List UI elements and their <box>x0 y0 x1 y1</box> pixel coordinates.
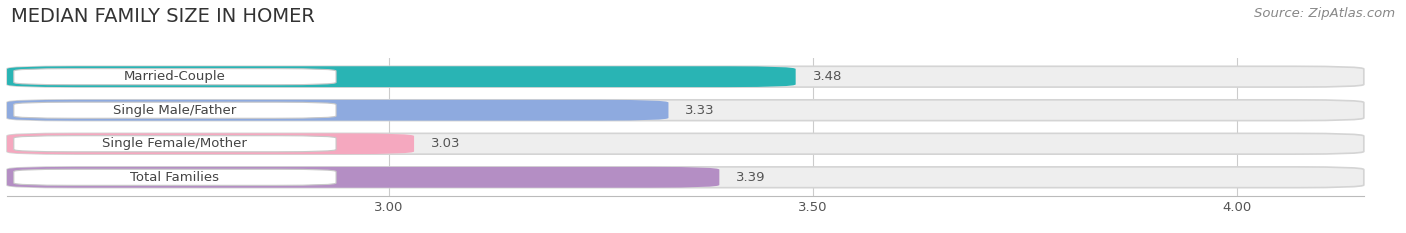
FancyBboxPatch shape <box>14 69 336 85</box>
Text: MEDIAN FAMILY SIZE IN HOMER: MEDIAN FAMILY SIZE IN HOMER <box>11 7 315 26</box>
Text: Source: ZipAtlas.com: Source: ZipAtlas.com <box>1254 7 1395 20</box>
Text: Single Male/Father: Single Male/Father <box>114 104 236 117</box>
Text: 3.39: 3.39 <box>737 171 766 184</box>
FancyBboxPatch shape <box>14 102 336 118</box>
FancyBboxPatch shape <box>7 66 796 87</box>
Text: Single Female/Mother: Single Female/Mother <box>103 137 247 150</box>
FancyBboxPatch shape <box>7 167 720 188</box>
FancyBboxPatch shape <box>7 66 1364 87</box>
FancyBboxPatch shape <box>14 136 336 152</box>
FancyBboxPatch shape <box>7 133 415 154</box>
FancyBboxPatch shape <box>7 100 1364 121</box>
Text: 3.03: 3.03 <box>432 137 461 150</box>
FancyBboxPatch shape <box>7 100 668 121</box>
Text: Married-Couple: Married-Couple <box>124 70 226 83</box>
FancyBboxPatch shape <box>7 133 1364 154</box>
FancyBboxPatch shape <box>7 167 1364 188</box>
Text: 3.33: 3.33 <box>686 104 716 117</box>
FancyBboxPatch shape <box>14 169 336 185</box>
Text: 3.48: 3.48 <box>813 70 842 83</box>
Text: Total Families: Total Families <box>131 171 219 184</box>
